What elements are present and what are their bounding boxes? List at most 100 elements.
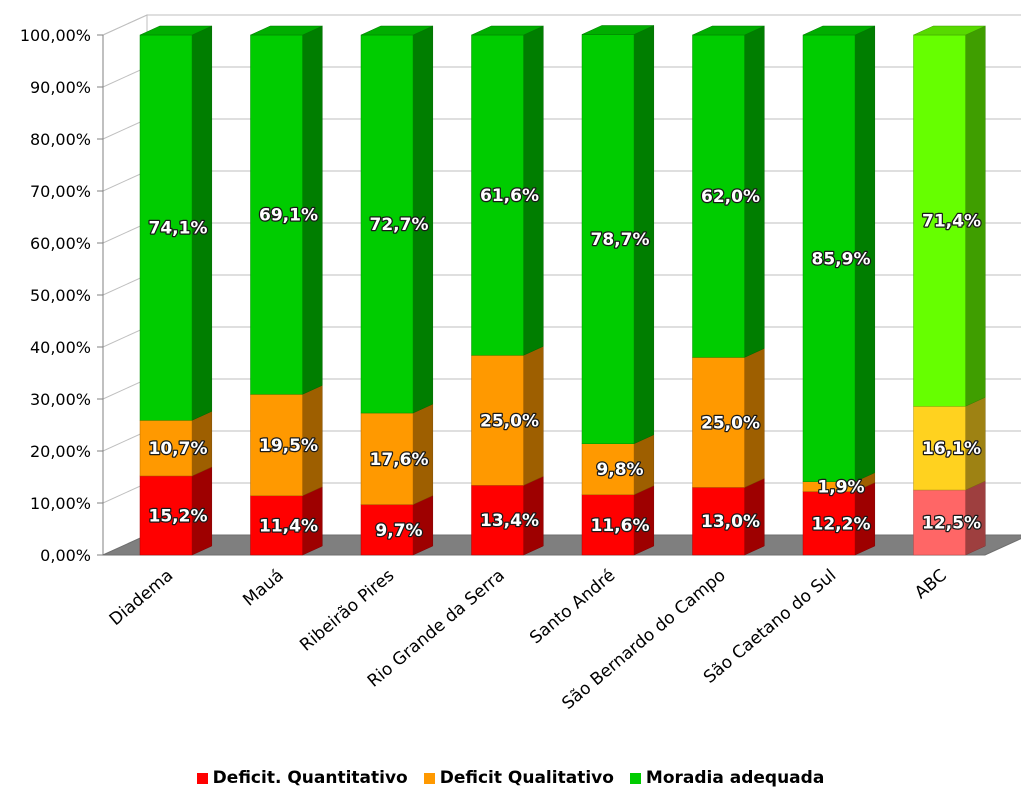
data-label: 19,5%: [259, 436, 318, 456]
x-category-label: ABC: [911, 566, 951, 604]
data-label: 13,4%: [480, 511, 539, 531]
y-tick-label: 30,00%: [30, 390, 91, 409]
chart-walls: [102, 14, 1021, 556]
bar-front-face: [250, 34, 303, 395]
bar-top-face: [913, 25, 986, 36]
bar-front-face: [692, 357, 745, 488]
legend-swatch: [423, 772, 435, 784]
bar-segment-deficit-quantitativo: [360, 495, 434, 556]
legend-label: Deficit Qualitativo: [439, 768, 614, 788]
bar-top-face: [581, 25, 654, 35]
bar-front-face: [913, 489, 966, 556]
bar-segment-deficit-qualitativo: [471, 345, 544, 486]
bar-segment-moradia-adequada: [471, 25, 544, 356]
legend-label: Deficit. Quantitativo: [212, 768, 408, 788]
bar-segment-deficit-qualitativo: [139, 410, 213, 477]
data-label: 85,9%: [812, 249, 871, 269]
y-tick-label: 100,00%: [20, 26, 91, 45]
bar-front-face: [581, 34, 635, 444]
x-category-label: Diadema: [106, 566, 177, 630]
data-labels: 15,2% 10,7% 74,1% 11,4% 19,5% 69,1% 9,7% 17,6% 7…: [147, 185, 982, 542]
y-tick-label: 70,00%: [30, 182, 91, 201]
bar-segment-deficit-qualitativo: [250, 384, 323, 497]
bar-top-face: [802, 25, 875, 36]
data-label: 1,9%: [817, 478, 864, 498]
bar-front-face: [250, 495, 303, 556]
data-label: 69,1%: [259, 206, 318, 226]
data-label: 61,6%: [480, 186, 539, 206]
bar-front-face: [913, 34, 966, 407]
bar-front-face: [471, 485, 524, 556]
bar-segments: [139, 25, 986, 556]
bar-segment-deficit-quantitativo: [471, 475, 544, 556]
y-tick-label: 0,00%: [40, 546, 91, 565]
bar-segment-moradia-adequada: [360, 25, 434, 414]
data-label: 25,0%: [701, 413, 760, 433]
bar-front-face: [250, 394, 303, 496]
data-label: 12,2%: [812, 514, 871, 534]
bar-segment-deficit-qualitativo: [360, 403, 434, 505]
y-tick-label: 60,00%: [30, 234, 91, 253]
legend-label: Moradia adequada: [645, 768, 825, 788]
legend-item: Deficit. Quantitativo: [196, 768, 408, 788]
bar-front-face: [139, 34, 193, 421]
bar-front-face: [692, 34, 745, 358]
bar-top-face: [692, 25, 765, 36]
data-label: 25,0%: [480, 411, 539, 431]
data-label: 12,5%: [922, 514, 981, 534]
x-category-label: Mauá: [239, 566, 287, 611]
data-label: 9,8%: [596, 460, 643, 480]
bar-segment-deficit-quantitativo: [250, 486, 323, 556]
chart-legend: Deficit. Quantitativo Deficit Qualitativo…: [0, 768, 1021, 788]
chart-canvas: 0,00% 10,00% 20,00% 30,00% 40,00% 50,00% 60,00…: [20, 14, 1021, 714]
data-label: 13,0%: [701, 512, 760, 532]
y-tick-label: 90,00%: [30, 78, 91, 97]
bar-segment-moradia-adequada: [250, 25, 323, 395]
data-label: 11,4%: [259, 516, 318, 536]
x-category-label: Santo André: [526, 566, 619, 649]
floor-top: [102, 534, 1021, 556]
bar-segment-moradia-adequada: [692, 25, 765, 358]
data-label: 74,1%: [149, 219, 208, 239]
bar-segment-moradia-adequada: [581, 25, 655, 445]
bar-front-face: [471, 355, 524, 486]
legend-swatch: [196, 772, 208, 784]
legend-item: Deficit Qualitativo: [423, 768, 614, 788]
bar-segment-deficit-qualitativo: [581, 434, 655, 496]
data-label: 9,7%: [375, 521, 422, 541]
bar-front-face: [360, 504, 414, 556]
y-tick-label: 50,00%: [30, 286, 91, 305]
bar-segment-deficit-quantitativo: [581, 485, 655, 556]
data-label: 10,7%: [149, 439, 208, 459]
bar-front-face: [360, 34, 414, 414]
bar-front-face: [802, 34, 856, 482]
bar-segment-deficit-quantitativo: [139, 466, 213, 556]
gridline: [102, 14, 1021, 36]
data-label: 16,1%: [922, 439, 981, 459]
bar-segment-deficit-qualitativo: [692, 348, 765, 488]
y-tick-label: 10,00%: [30, 494, 91, 513]
legend-swatch: [629, 772, 641, 784]
y-tick-label: 80,00%: [30, 130, 91, 149]
legend-item: Moradia adequada: [629, 768, 825, 788]
bar-top-face: [250, 25, 323, 36]
bar-segment-deficit-qualitativo: [913, 396, 986, 491]
bar-segment-moradia-adequada: [139, 25, 213, 421]
data-label: 72,7%: [370, 215, 429, 235]
data-label: 11,6%: [591, 516, 650, 536]
x-category-label: Ribeirão Pires: [296, 565, 398, 655]
bar-segment-deficit-quantitativo: [913, 480, 986, 556]
bar-top-face: [360, 25, 433, 36]
y-tick-label: 40,00%: [30, 338, 91, 357]
bar-top-face: [471, 25, 544, 36]
bar-top-face: [139, 25, 212, 36]
bar-front-face: [913, 406, 966, 491]
bar-segment-moradia-adequada: [913, 25, 986, 407]
y-tick-label: 20,00%: [30, 442, 91, 461]
bar-front-face: [802, 491, 856, 556]
bar-front-face: [360, 412, 414, 505]
data-label: 71,4%: [922, 212, 981, 232]
data-label: 62,0%: [701, 187, 760, 207]
bar-front-face: [139, 475, 193, 556]
